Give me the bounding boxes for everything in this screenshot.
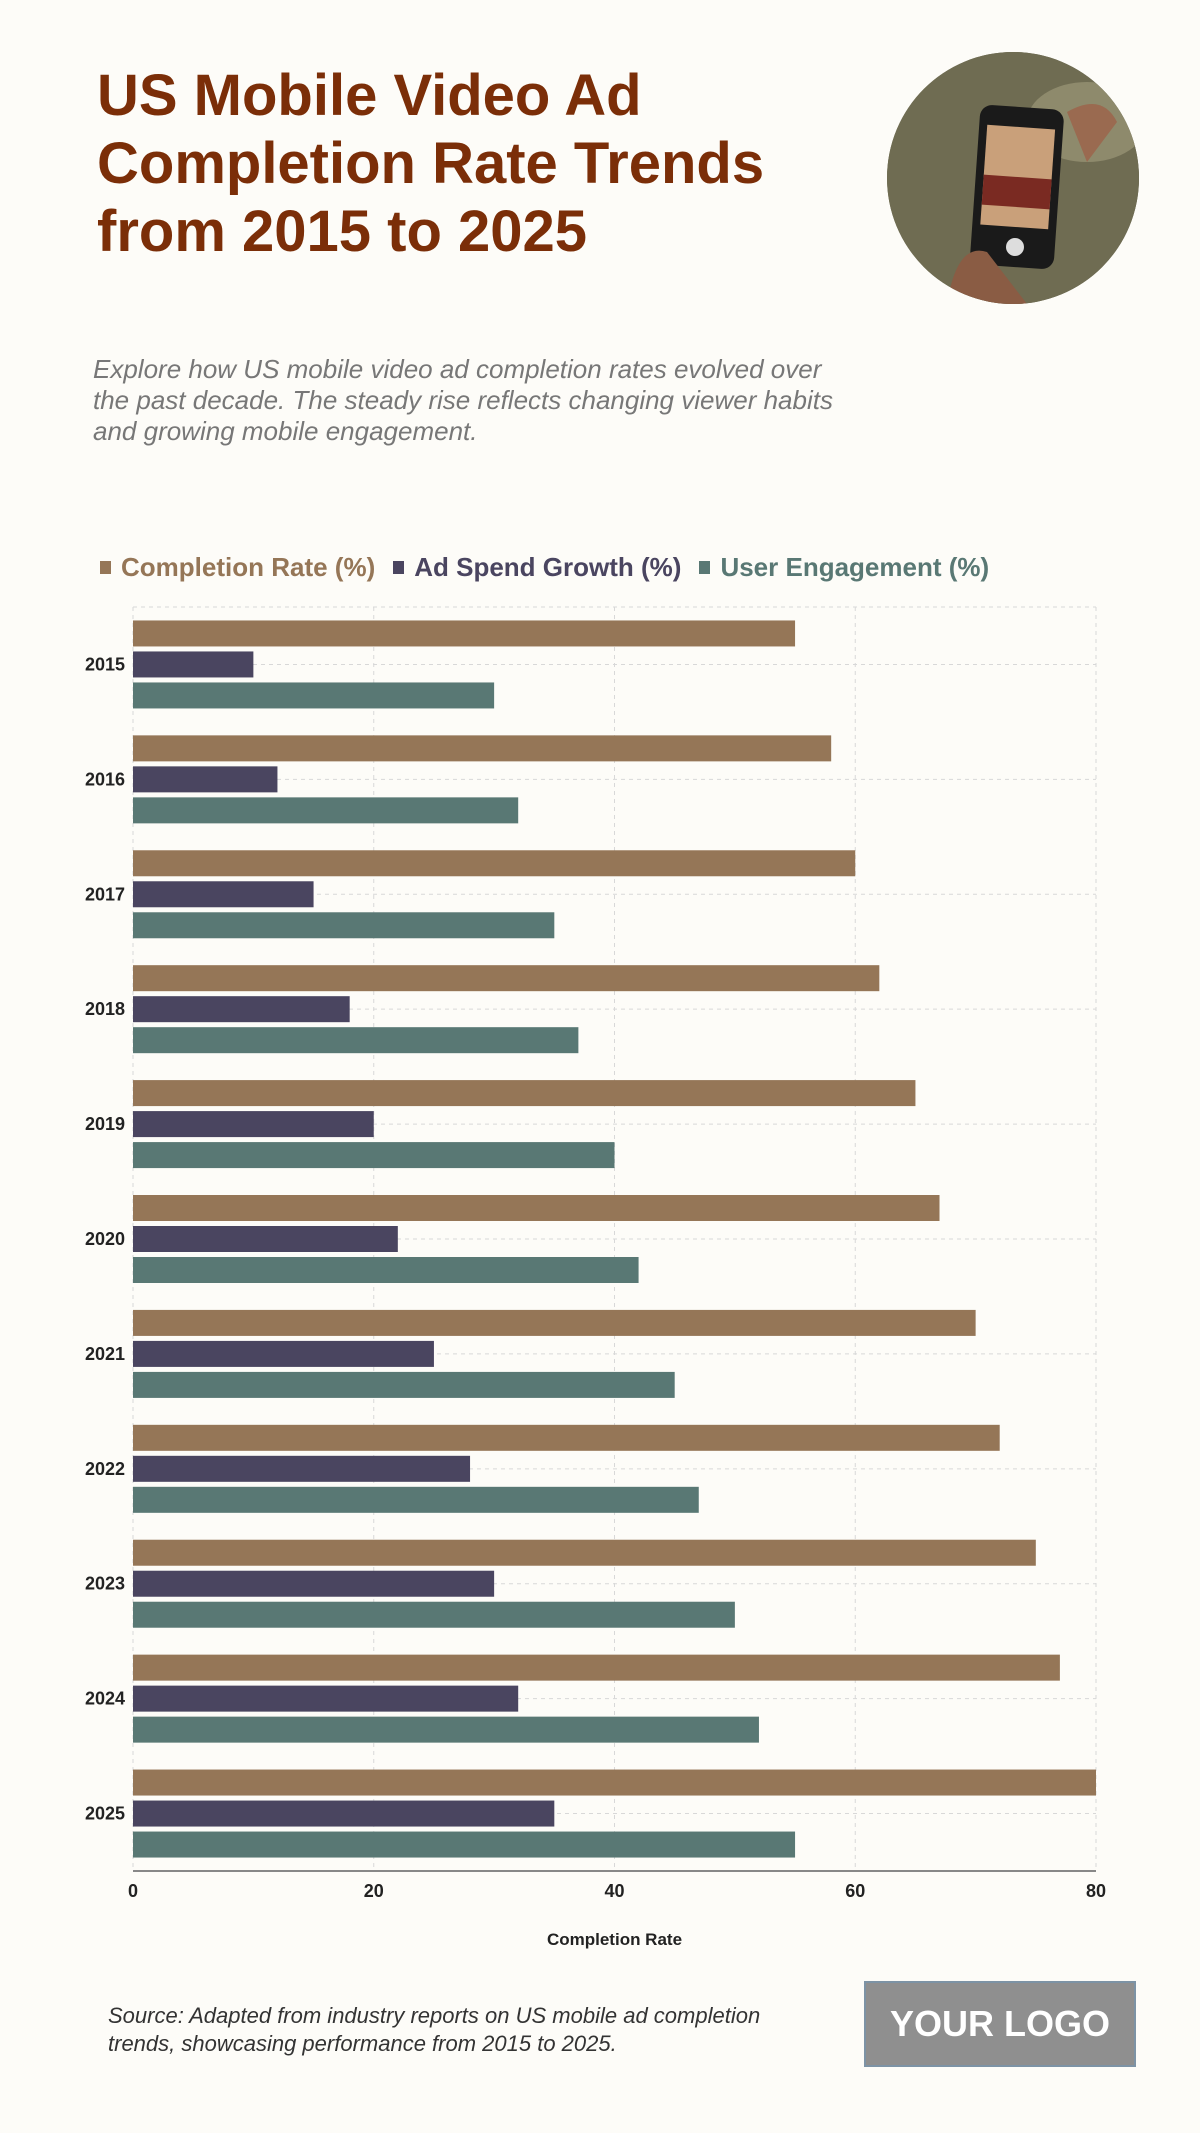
legend-label: Completion Rate (%) (121, 552, 376, 582)
bar-ad-2023 (133, 1570, 495, 1597)
x-tick-label: 20 (364, 1881, 384, 1901)
bar-completion-2018 (133, 965, 880, 992)
legend-label: User Engagement (%) (720, 552, 990, 582)
bar-ad-2025 (133, 1800, 555, 1827)
bar-ad-2018 (133, 996, 350, 1023)
bar-completion-2022 (133, 1424, 1000, 1451)
bar-user-2016 (133, 797, 519, 824)
bar-user-2021 (133, 1371, 675, 1398)
legend-swatch (699, 561, 711, 574)
y-tick-label: 2024 (85, 1689, 125, 1709)
y-tick-label: 2020 (85, 1229, 125, 1249)
bar-user-2024 (133, 1716, 759, 1743)
bar-ad-2017 (133, 881, 314, 908)
bar-completion-2020 (133, 1195, 940, 1221)
bar-chart: 2015 2016 2017 2018 2019 2020 2021 2022 2023 2024… (85, 606, 1106, 1949)
y-tick-label: 2025 (85, 1804, 125, 1824)
bar-user-2019 (133, 1142, 615, 1169)
chart-legend: Completion Rate (%) Ad Spend Growth (%) … (100, 552, 989, 583)
phone-photo (887, 52, 1139, 304)
bar-completion-2025 (133, 1769, 1096, 1796)
y-tick-label: 2015 (85, 654, 125, 674)
bar-ad-2021 (133, 1340, 434, 1367)
source-note: Source: Adapted from industry reports on… (108, 2003, 761, 2056)
bar-user-2023 (133, 1601, 735, 1628)
y-tick-label: 2016 (85, 769, 125, 789)
bar-user-2020 (133, 1257, 639, 1283)
legend-item-completion: Completion Rate (%) (100, 552, 375, 583)
bar-user-2025 (133, 1831, 796, 1858)
x-tick-label: 40 (604, 1881, 624, 1901)
page-title: US Mobile Video Ad Completion Rate Trend… (97, 63, 765, 264)
bar-user-2022 (133, 1486, 699, 1513)
bar-ad-2024 (133, 1685, 519, 1712)
bar-completion-2015 (133, 620, 796, 647)
bar-completion-2023 (133, 1539, 1036, 1566)
x-tick-label: 0 (128, 1881, 138, 1901)
bar-user-2015 (133, 682, 495, 709)
bar-ad-2020 (133, 1226, 398, 1252)
bar-ad-2019 (133, 1111, 374, 1138)
bar-completion-2017 (133, 850, 856, 877)
bar-completion-2021 (133, 1309, 976, 1336)
legend-item-engagement: User Engagement (%) (699, 552, 989, 583)
y-tick-label: 2022 (85, 1459, 125, 1479)
x-tick-label: 80 (1086, 1881, 1106, 1901)
bar-completion-2019 (133, 1080, 916, 1107)
y-tick-label: 2023 (85, 1574, 125, 1594)
x-axis-title: Completion Rate (547, 1930, 682, 1949)
y-tick-label: 2017 (85, 884, 125, 904)
page-subtitle: Explore how US mobile video ad completio… (93, 354, 833, 446)
logo-placeholder: YOUR LOGO (864, 1981, 1136, 2067)
bar-ad-2016 (133, 766, 278, 793)
legend-item-ad-spend: Ad Spend Growth (%) (393, 552, 681, 583)
bar-completion-2024 (133, 1654, 1060, 1681)
legend-swatch (100, 561, 111, 574)
logo-text: YOUR LOGO (889, 2003, 1110, 2044)
bar-ad-2015 (133, 651, 254, 678)
y-tick-label: 2019 (85, 1114, 125, 1134)
bar-user-2018 (133, 1027, 579, 1054)
y-tick-label: 2018 (85, 999, 125, 1019)
bar-ad-2022 (133, 1455, 471, 1482)
legend-swatch (393, 561, 405, 574)
y-tick-label: 2021 (85, 1344, 125, 1364)
bar-user-2017 (133, 912, 555, 939)
legend-label: Ad Spend Growth (%) (414, 552, 682, 582)
x-tick-label: 60 (845, 1881, 865, 1901)
bar-completion-2016 (133, 735, 832, 762)
